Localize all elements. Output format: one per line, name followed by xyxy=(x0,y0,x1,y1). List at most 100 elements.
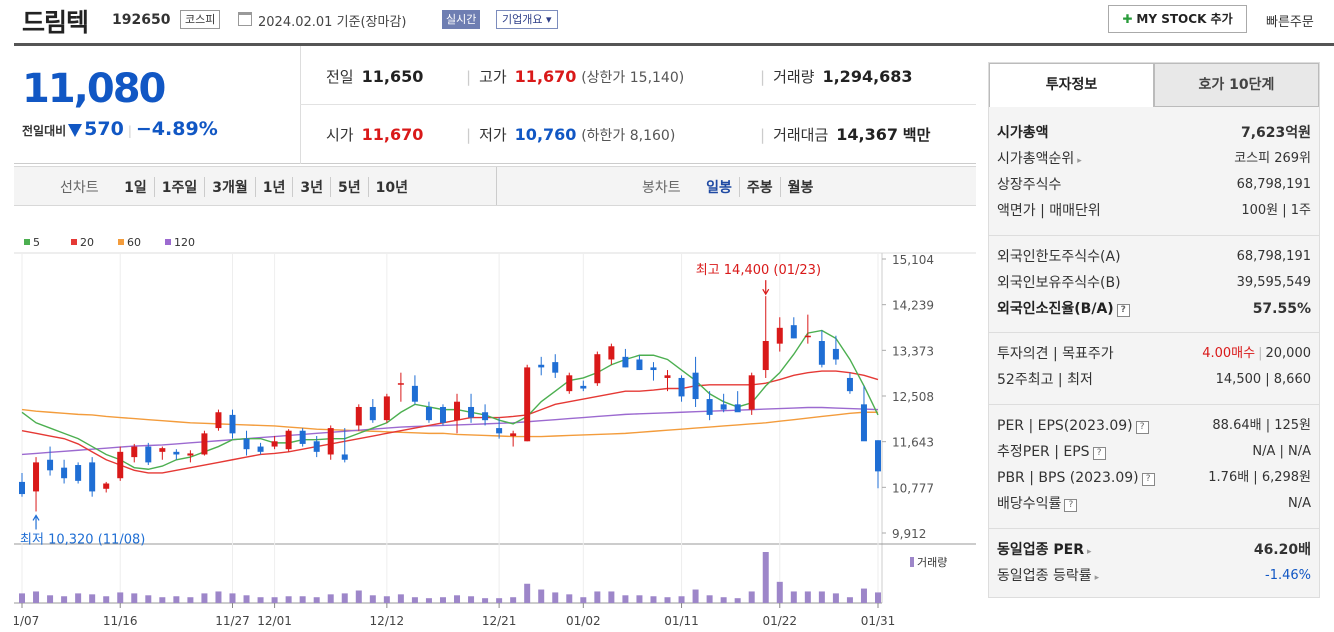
chevron-right-icon[interactable]: ▸ xyxy=(1087,547,1092,557)
help-icon[interactable]: ? xyxy=(1116,304,1130,317)
add-my-stock-label: MY STOCK 추가 xyxy=(1136,12,1233,26)
chevron-right-icon[interactable]: ▸ xyxy=(1077,156,1082,166)
candle-body xyxy=(510,433,517,437)
volume-bar xyxy=(608,591,615,603)
volume-bar xyxy=(229,593,236,603)
stock-chart[interactable]: 5 20 60 120 15,104 14,239 13,373 12,508 11,643 10… xyxy=(14,207,976,632)
candle-body xyxy=(411,385,418,402)
volume-bar xyxy=(875,592,881,603)
volume-bar xyxy=(762,552,769,603)
help-icon[interactable]: ? xyxy=(1064,499,1078,512)
candle-body xyxy=(215,412,222,429)
legend-label: 20 xyxy=(80,236,94,249)
y-tick-label: 12,508 xyxy=(892,390,934,404)
candle-body xyxy=(832,348,839,360)
candle-body xyxy=(678,377,685,397)
period-candle-1[interactable]: 주봉 xyxy=(738,177,780,197)
base-date: 2024.02.01 기준(장마감) xyxy=(258,15,407,30)
volume-bar xyxy=(650,596,657,603)
info-row-4-1: 동일업종 등락률 ▸ -1.46% xyxy=(997,568,1311,584)
y-tick-label: 10,777 xyxy=(892,481,934,495)
realtime-button[interactable]: 실시간 xyxy=(442,10,481,29)
period-line-5[interactable]: 5년 xyxy=(330,177,368,197)
volume-bar xyxy=(748,591,755,603)
candle-body xyxy=(468,406,475,418)
volume-bar xyxy=(257,597,264,603)
candle-body xyxy=(720,404,727,410)
candle-body xyxy=(257,446,264,452)
candle-body xyxy=(425,406,432,421)
candle-body xyxy=(692,372,699,400)
volume-bar xyxy=(173,596,180,603)
candle-body xyxy=(229,414,236,434)
stock-header: 드림텍 192650 코스피 2024.02.01 기준(장마감) 실시간 기업… xyxy=(0,0,1334,44)
period-line-6[interactable]: 10년 xyxy=(367,177,415,197)
change-value: 570 xyxy=(84,118,124,140)
candle-body xyxy=(159,448,166,452)
candle-body xyxy=(243,438,250,450)
legend-label: 60 xyxy=(127,236,141,249)
candle-body xyxy=(622,356,629,368)
candle-body xyxy=(299,430,306,444)
help-icon[interactable]: ? xyxy=(1135,421,1149,434)
info-row-0-0: 시가총액 7,623억원 xyxy=(997,125,1311,141)
volume-bar xyxy=(145,595,152,603)
volume-bar xyxy=(383,596,390,603)
legend-swatch xyxy=(118,239,124,245)
info-row-3-0: PER | EPS(2023.09)? 88.64배 | 125원 xyxy=(997,418,1311,434)
change-rate: −4.89% xyxy=(135,118,218,140)
volume-bar xyxy=(636,595,643,603)
period-line-2[interactable]: 3개월 xyxy=(204,177,255,197)
period-line-4[interactable]: 3년 xyxy=(292,177,330,197)
candle-body xyxy=(860,404,867,442)
volume-bar xyxy=(131,593,138,603)
current-price: 11,080 xyxy=(22,66,166,112)
y-tick-label: 9,912 xyxy=(892,527,926,541)
candle-body xyxy=(271,441,278,447)
volume-bar xyxy=(846,597,853,603)
volume-bar xyxy=(425,598,432,603)
candle-body xyxy=(594,354,601,384)
period-line-1[interactable]: 1주일 xyxy=(153,177,205,197)
help-icon[interactable]: ? xyxy=(1141,473,1155,486)
candle-body xyxy=(131,446,138,458)
add-my-stock-button[interactable]: ✚ MY STOCK 추가 xyxy=(1108,5,1247,33)
x-tick-label: 12/21 xyxy=(482,614,517,628)
market-badge: 코스피 xyxy=(180,10,221,29)
stock-code: 192650 xyxy=(112,12,171,28)
volume-bar xyxy=(622,595,629,603)
period-line-0[interactable]: 1일 xyxy=(124,180,147,196)
help-icon[interactable]: ? xyxy=(1092,447,1106,460)
quick-order-link[interactable]: 빠른주문 xyxy=(1266,15,1314,30)
volume-bar xyxy=(454,595,461,603)
calendar-icon xyxy=(238,12,252,26)
volume-bar xyxy=(832,593,839,603)
info-row-0-2: 상장주식수 68,798,191 xyxy=(997,177,1311,193)
volume-bar xyxy=(482,598,489,603)
line-chart-label: 선차트 xyxy=(60,180,99,196)
moving-average-ma60 xyxy=(21,408,878,438)
info-row-3-1: 추정PER | EPS? N/A | N/A xyxy=(997,444,1311,460)
info-row-0-1: 시가총액순위 ▸ 코스피 269위 xyxy=(997,151,1311,167)
candle-body xyxy=(327,428,334,455)
volume-bar xyxy=(706,595,713,603)
candle-body xyxy=(47,459,54,471)
period-candle-0[interactable]: 일봉 xyxy=(706,180,732,196)
period-candle-2[interactable]: 월봉 xyxy=(779,177,821,197)
candle-body xyxy=(762,341,769,371)
candle-body xyxy=(875,440,881,472)
candle-body xyxy=(790,325,797,339)
company-overview-dropdown[interactable]: 기업개요 ▾ xyxy=(496,10,558,29)
info-row-2-0: 투자의견 | 목표주가 4.00매수 | 20,000 xyxy=(997,346,1311,362)
chevron-right-icon[interactable]: ▸ xyxy=(1094,573,1100,583)
period-line-3[interactable]: 1년 xyxy=(254,177,293,197)
y-tick-label: 11,643 xyxy=(892,436,934,450)
tab-order-book[interactable]: 호가 10단계 xyxy=(1154,63,1319,107)
info-row-0-3: 액면가 | 매매단위 100원 | 1주 xyxy=(997,203,1311,219)
candle-body xyxy=(482,412,489,421)
candlestick-chart[interactable]: 5 20 60 120 15,104 14,239 13,373 12,508 11,643 10… xyxy=(14,207,976,632)
tab-investment-info[interactable]: 투자정보 xyxy=(989,63,1154,107)
candle-body xyxy=(103,483,110,489)
x-tick-label: 11/07 xyxy=(14,614,39,628)
